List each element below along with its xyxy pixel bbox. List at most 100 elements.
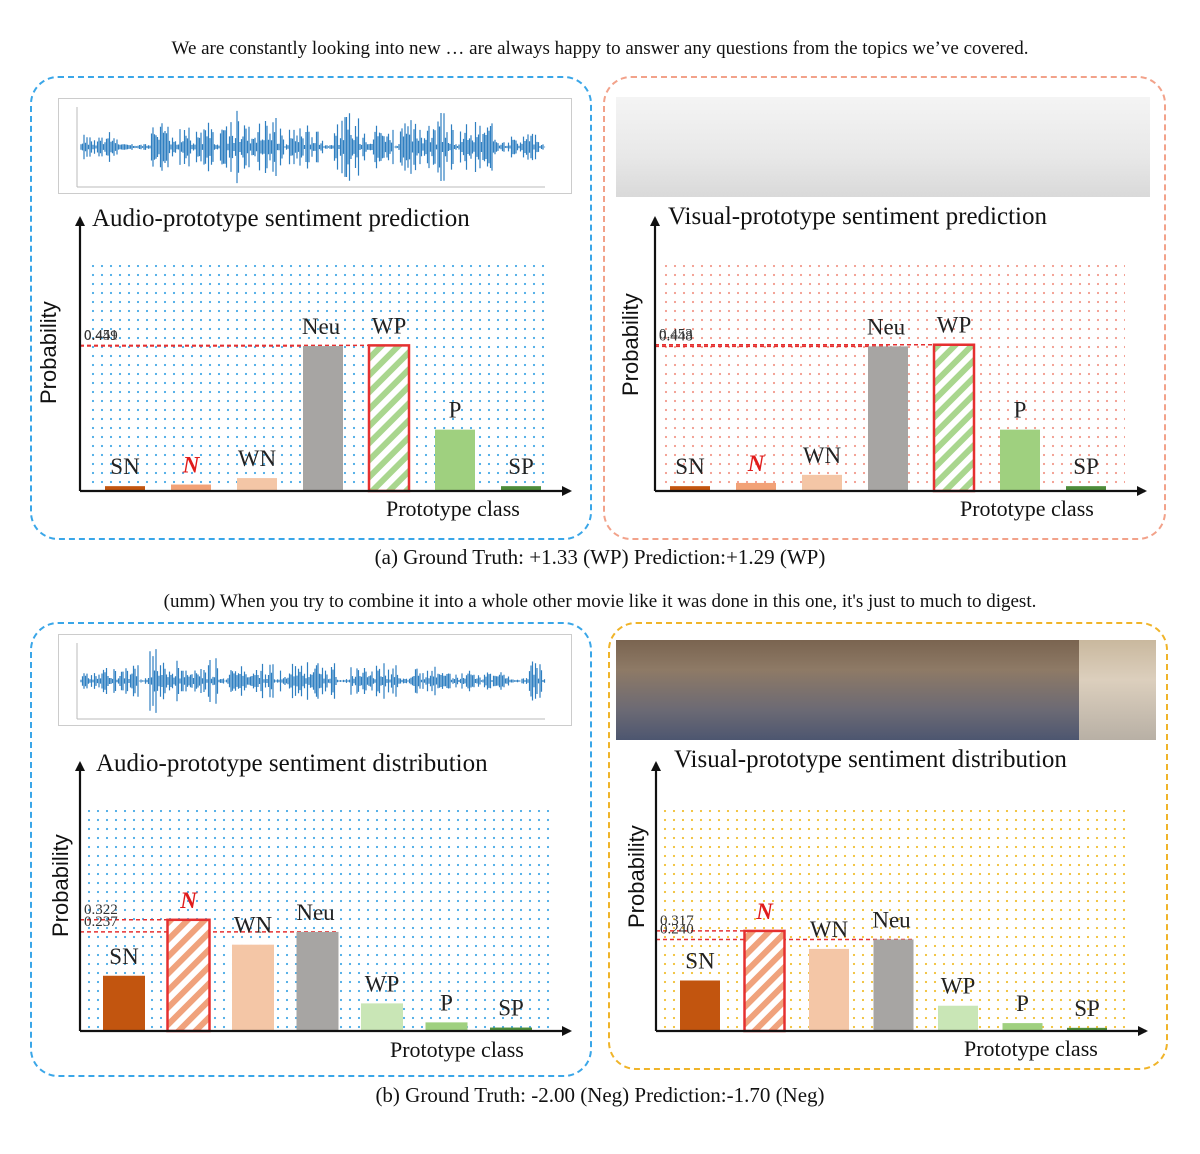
bar-label-sn: SN: [685, 948, 715, 973]
bar-p: [435, 429, 475, 491]
reference-value-label: 0.322: [84, 902, 118, 918]
chart-title-audio-a: Audio-prototype sentiment prediction: [92, 205, 470, 232]
video-frame: [1001, 640, 1079, 740]
bar-sp: [1067, 1027, 1107, 1031]
video-frame: [616, 640, 694, 740]
video-frame: [972, 97, 1061, 197]
bar-p: [1002, 1023, 1043, 1031]
reference-value-label: 0.237: [84, 914, 118, 930]
bar-label-sp: SP: [498, 996, 524, 1021]
bar-n: [166, 918, 211, 1033]
waveform-plot-a: [76, 107, 546, 188]
video-frame: [693, 640, 771, 740]
bar-p: [1000, 429, 1040, 491]
panel-visual-a: [603, 76, 1166, 540]
bar-wp: [938, 1005, 978, 1031]
bar-label-sp: SP: [508, 454, 534, 479]
bar-label-wp: WP: [941, 974, 976, 999]
video-frame: [794, 97, 883, 197]
reference-value-label: 0.449: [84, 328, 118, 344]
x-axis-label-audio-b: Prototype class: [390, 1037, 524, 1062]
bar-wp: [932, 343, 976, 493]
bar-wp: [361, 1003, 403, 1031]
sentence-a: We are constantly looking into new … are…: [171, 38, 1029, 59]
video-frame: [1061, 97, 1150, 197]
video-frame: [847, 640, 925, 740]
sentence-b: (umm) When you try to combine it into a …: [163, 591, 1037, 612]
video-frame: [616, 97, 705, 197]
bar-label-wn: WN: [234, 913, 273, 938]
reference-value-label: 0.448: [659, 328, 693, 344]
bar-label-sn: SN: [109, 944, 139, 969]
bar-label-neu: Neu: [296, 900, 335, 925]
bar-wn: [809, 948, 849, 1031]
waveform-plot-b: [76, 643, 546, 720]
bar-sp: [490, 1027, 532, 1031]
bar-label-n: N: [182, 453, 201, 478]
audio-waveform-a: [58, 98, 572, 194]
bar-label-n: N: [179, 888, 198, 913]
bar-sn: [103, 975, 145, 1031]
bar-n: [743, 929, 786, 1033]
bar-label-p: P: [1016, 991, 1029, 1016]
caption-a: (a) Ground Truth: +1.33 (WP) Prediction:…: [374, 545, 826, 569]
bar-label-wn: WN: [238, 446, 277, 471]
bar-wp: [367, 344, 411, 493]
video-frame: [770, 640, 848, 740]
video-frame: [1078, 640, 1156, 740]
bar-label-wp: WP: [372, 313, 407, 338]
bar-label-p: P: [440, 990, 453, 1015]
chart-title-audio-b: Audio-prototype sentiment distribution: [96, 750, 488, 777]
bar-wn: [802, 474, 842, 491]
bar-label-wn: WN: [803, 443, 842, 468]
video-frame: [705, 97, 794, 197]
caption-b: (b) Ground Truth: -2.00 (Neg) Prediction…: [375, 1083, 825, 1107]
bar-label-p: P: [449, 398, 462, 423]
video-frames-b: [616, 640, 1156, 740]
bar-wn: [237, 478, 277, 491]
bar-label-neu: Neu: [872, 907, 911, 932]
bar-sn: [680, 980, 720, 1031]
bar-label-p: P: [1014, 398, 1027, 423]
panel-audio-a: [30, 76, 592, 540]
bar-label-sn: SN: [675, 454, 705, 479]
panel-visual-b: [608, 622, 1168, 1070]
video-frame: [883, 97, 972, 197]
bar-label-wp: WP: [937, 313, 972, 338]
bar-label-wp: WP: [365, 971, 400, 996]
bar-label-wn: WN: [810, 917, 849, 942]
x-axis-label-audio-a: Prototype class: [386, 496, 520, 521]
bar-label-sp: SP: [1074, 996, 1100, 1021]
bar-label-n: N: [747, 451, 766, 476]
bar-neu: [868, 346, 908, 491]
bar-sp: [501, 486, 541, 491]
bar-label-sn: SN: [110, 454, 140, 479]
bar-wn: [232, 944, 274, 1031]
bar-p: [425, 1022, 468, 1031]
chart-title-visual-b: Visual-prototype sentiment distribution: [674, 746, 1067, 773]
bar-sn: [670, 486, 710, 491]
video-frames-a: [616, 97, 1150, 197]
bar-sn: [105, 486, 145, 491]
panel-audio-b: [30, 622, 592, 1077]
bar-label-n: N: [755, 899, 774, 924]
bar-n: [736, 482, 776, 491]
bar-label-neu: Neu: [867, 314, 906, 339]
chart-title-visual-a: Visual-prototype sentiment prediction: [668, 203, 1047, 230]
x-axis-label-visual-b: Prototype class: [964, 1036, 1098, 1061]
bar-label-neu: Neu: [302, 314, 341, 339]
x-axis-label-visual-a: Prototype class: [960, 496, 1094, 521]
reference-value-label: 0.451: [84, 327, 118, 343]
bar-sp: [1066, 486, 1106, 491]
bar-label-sp: SP: [1073, 454, 1099, 479]
bar-neu: [296, 931, 339, 1031]
bar-neu: [873, 939, 914, 1031]
bar-n: [171, 484, 211, 491]
waveform-signal: [80, 649, 546, 713]
video-frame: [924, 640, 1002, 740]
waveform-signal: [80, 110, 546, 184]
